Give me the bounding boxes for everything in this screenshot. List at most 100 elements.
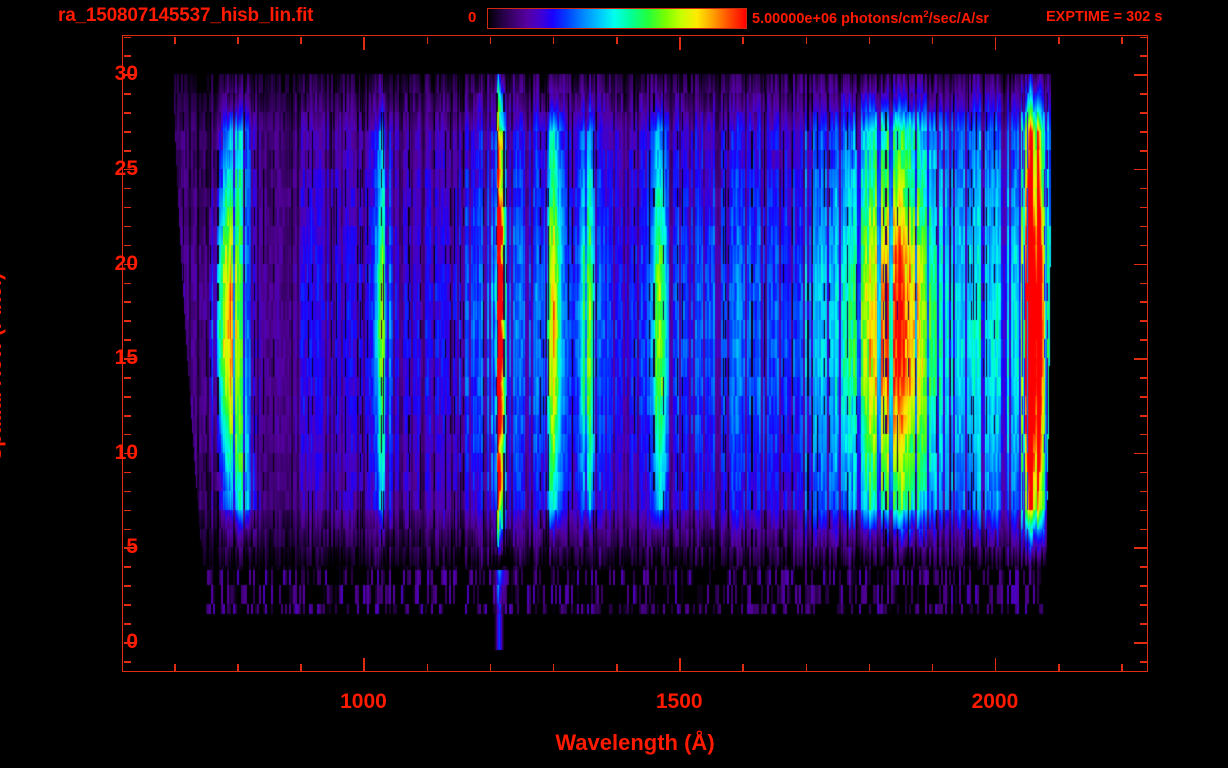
y-minor-tick-right: [1139, 339, 1147, 341]
x-minor-tick: [868, 663, 871, 671]
y-major-tick: [123, 452, 137, 455]
colorbar: [487, 8, 747, 29]
colorbar-max-value: 5.00000e+06: [752, 10, 838, 27]
y-minor-tick: [123, 528, 131, 531]
y-minor-tick-right: [1139, 320, 1147, 322]
y-minor-tick: [123, 339, 131, 341]
y-minor-tick: [123, 623, 131, 625]
y-minor-tick-right: [1139, 301, 1147, 303]
x-minor-tick-top: [426, 36, 429, 44]
x-minor-tick-top: [489, 36, 492, 44]
y-minor-tick-right: [1139, 415, 1147, 417]
y-minor-tick: [123, 93, 131, 95]
x-minor-tick: [174, 663, 176, 671]
x-minor-tick-top: [1121, 36, 1123, 44]
y-minor-tick: [123, 415, 131, 417]
colorbar-units-post: /sec/A/sr: [928, 10, 990, 27]
y-minor-tick: [123, 433, 131, 436]
colorbar-min-label: 0: [468, 9, 477, 26]
y-major-tick: [123, 168, 137, 171]
x-minor-tick: [616, 663, 618, 671]
y-minor-tick-right: [1139, 36, 1147, 38]
x-minor-tick: [805, 663, 807, 671]
y-minor-tick-right: [1139, 433, 1147, 436]
y-minor-tick-right: [1139, 623, 1147, 625]
y-tick-label: 20: [114, 251, 138, 275]
y-minor-tick: [123, 585, 131, 587]
y-major-tick: [123, 74, 137, 76]
colorbar-max-label: 5.00000e+06 photons/cm2/sec/A/sr: [752, 9, 989, 27]
y-minor-tick: [123, 244, 131, 247]
x-minor-tick: [742, 663, 744, 671]
y-minor-tick: [123, 661, 131, 663]
y-minor-tick-right: [1139, 490, 1147, 493]
x-minor-tick-top: [237, 36, 239, 44]
y-minor-tick: [123, 55, 131, 57]
x-major-tick-top: [363, 36, 365, 50]
x-major-tick: [679, 657, 681, 671]
x-minor-tick: [1121, 663, 1123, 671]
page-title: ra_150807145537_hisb_lin.fit: [58, 5, 314, 26]
y-axis-title: Spatial Row (Pixel): [0, 273, 6, 461]
y-minor-tick: [123, 131, 131, 133]
y-minor-tick-right: [1139, 585, 1147, 587]
y-minor-tick-right: [1139, 55, 1147, 57]
y-minor-tick: [123, 471, 131, 474]
y-minor-tick-right: [1139, 93, 1147, 95]
y-minor-tick-right: [1139, 112, 1147, 114]
y-minor-tick: [123, 396, 131, 398]
y-minor-tick-right: [1139, 244, 1147, 247]
x-tick-label: 1500: [655, 690, 703, 713]
y-minor-tick: [123, 206, 131, 209]
y-minor-tick: [123, 301, 131, 303]
x-minor-tick: [237, 663, 239, 671]
y-minor-tick-right: [1139, 471, 1147, 474]
y-minor-tick-right: [1139, 187, 1147, 190]
y-minor-tick: [123, 490, 131, 493]
x-minor-tick-top: [805, 36, 807, 44]
y-minor-tick: [123, 112, 131, 114]
y-minor-tick-right: [1139, 528, 1147, 531]
y-tick-label: 0: [126, 630, 138, 654]
x-minor-tick: [1058, 663, 1060, 671]
y-major-tick: [123, 547, 137, 549]
x-minor-tick-top: [552, 36, 555, 44]
y-minor-tick: [123, 187, 131, 190]
y-minor-tick: [123, 36, 131, 38]
y-tick-label: 5: [126, 535, 138, 559]
y-minor-tick: [123, 604, 131, 606]
y-minor-tick-right: [1139, 282, 1147, 285]
y-minor-tick-right: [1139, 377, 1147, 379]
y-major-tick: [123, 642, 137, 644]
y-minor-tick-right: [1139, 131, 1147, 133]
y-tick-label: 25: [114, 156, 138, 180]
x-major-tick-top: [994, 36, 997, 50]
y-minor-tick-right: [1139, 396, 1147, 398]
x-axis-title: Wavelength (Å): [555, 730, 715, 755]
y-minor-tick: [123, 566, 131, 568]
y-major-tick-right: [1133, 74, 1147, 76]
x-minor-tick-top: [868, 36, 871, 44]
y-major-tick-right: [1133, 547, 1147, 549]
x-minor-tick-top: [1058, 36, 1060, 44]
y-major-tick-right: [1133, 452, 1147, 455]
y-major-tick: [123, 263, 137, 266]
x-minor-tick-top: [742, 36, 744, 44]
plot-frame: [122, 35, 1148, 672]
y-major-tick-right: [1133, 642, 1147, 644]
exptime-label: EXPTIME = 302 s: [1046, 9, 1163, 25]
x-minor-tick-top: [931, 36, 934, 44]
y-minor-tick: [123, 150, 131, 152]
y-minor-tick-right: [1139, 206, 1147, 209]
x-major-tick: [994, 657, 997, 671]
y-minor-tick-right: [1139, 566, 1147, 568]
x-major-tick: [363, 657, 365, 671]
y-minor-tick: [123, 509, 131, 512]
y-major-tick-right: [1133, 168, 1147, 171]
y-minor-tick: [123, 377, 131, 379]
y-tick-label: 30: [114, 62, 138, 86]
y-tick-label: 10: [114, 440, 138, 464]
x-minor-tick: [552, 663, 555, 671]
y-minor-tick: [123, 225, 131, 228]
